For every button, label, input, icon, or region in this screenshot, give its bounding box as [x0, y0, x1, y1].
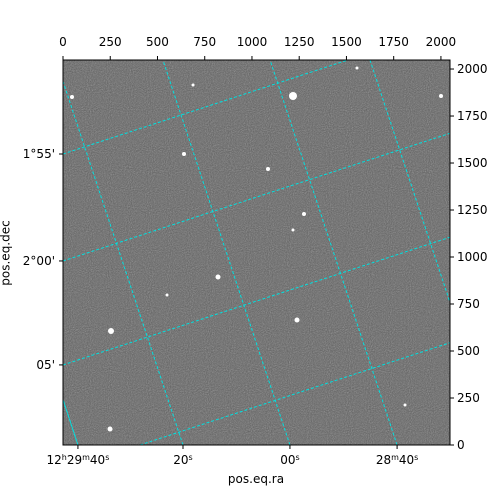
y-tick-label: 1750	[457, 109, 488, 123]
y-tick-label: 1250	[457, 203, 488, 217]
axes-frame	[62, 59, 451, 446]
ra-tick-label: 12h29m40s	[46, 453, 109, 467]
ra-tick-label: 20s	[173, 453, 192, 467]
stars	[70, 66, 443, 432]
x-axis-label: pos.eq.ra	[228, 472, 284, 486]
dec-grid-line	[139, 342, 450, 445]
x-tick-label: 2000	[426, 35, 457, 49]
x-tick-label: 1000	[237, 35, 268, 49]
dec-tick-label: 05'	[36, 358, 55, 372]
ra-grid-line	[269, 60, 398, 445]
y-tick-label: 250	[457, 391, 480, 405]
x-tick-label: 0	[59, 35, 67, 49]
x-tick-label: 750	[193, 35, 216, 49]
dec-tick-label: 2°00'	[23, 254, 55, 268]
image	[63, 60, 450, 445]
x-tick-label: 250	[99, 35, 122, 49]
y-axis-label: pos.eq.dec	[0, 220, 13, 285]
ra-grid-line	[63, 79, 184, 445]
ra-grid-line	[162, 60, 291, 445]
dec-tick-label: 1°55'	[23, 147, 55, 161]
grid	[63, 60, 450, 445]
ra-tick-label: 28m40s	[376, 453, 419, 467]
x-tick-label: 1750	[378, 35, 409, 49]
x-tick-label: 500	[146, 35, 169, 49]
y-tick-label: 1500	[457, 156, 488, 170]
y-tick-label: 2000	[457, 62, 488, 76]
y-tick-label: 750	[457, 297, 480, 311]
y-tick-label: 0	[457, 438, 465, 452]
y-tick-label: 1000	[457, 250, 488, 264]
ra-grid-line	[369, 60, 450, 305]
ra-tick-label: 00s	[280, 453, 299, 467]
x-tick-label: 1500	[331, 35, 362, 49]
x-tick-label: 1250	[284, 35, 315, 49]
y-tick-label: 500	[457, 344, 480, 358]
